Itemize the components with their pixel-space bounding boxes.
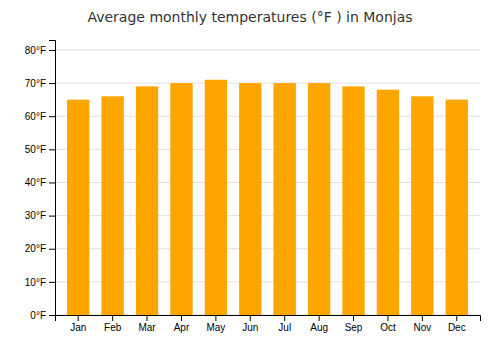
x-tick-label: May xyxy=(206,322,225,333)
plot: 0°F 10°F 20°F 30°F 40°F 50°F 60°F 70°F 80°F Jan Fe… xyxy=(25,41,481,334)
x-tick-label: Nov xyxy=(413,322,431,333)
y-tick-label: 70°F xyxy=(25,78,46,89)
x-tick: Sep xyxy=(345,315,363,333)
y-tick-label: 50°F xyxy=(25,144,46,155)
bar xyxy=(308,83,330,315)
y-tick-mark xyxy=(49,249,55,250)
x-tick-label: Feb xyxy=(104,322,122,333)
y-tick: 40°F xyxy=(25,177,55,188)
x-tick-label: Jun xyxy=(242,322,258,333)
x-tick-label: Jul xyxy=(278,322,291,333)
y-tick-mark xyxy=(49,282,55,283)
y-tick-label: 60°F xyxy=(25,111,46,122)
y-tick-label: 20°F xyxy=(25,243,46,254)
x-tick-mark xyxy=(181,315,182,321)
chart-container: Average monthly temperatures (°F ) in Mo… xyxy=(0,0,500,350)
y-tick: 70°F xyxy=(25,78,55,89)
x-tick-mark xyxy=(422,315,423,321)
y-tick-label: 30°F xyxy=(25,210,46,221)
y-tick-label: 0°F xyxy=(30,310,46,321)
x-tick: Dec xyxy=(448,315,466,333)
bar xyxy=(239,83,261,315)
y-tick: 20°F xyxy=(25,243,55,254)
x-tick-mark xyxy=(284,315,285,321)
y-tick: 10°F xyxy=(25,277,55,288)
bars xyxy=(67,80,468,315)
bar xyxy=(67,100,89,315)
y-tick: 60°F xyxy=(25,111,55,122)
x-tick: Jul xyxy=(278,315,291,333)
x-tick: Jan xyxy=(70,315,86,333)
y-tick-label: 40°F xyxy=(25,177,46,188)
x-tick: Oct xyxy=(380,315,396,333)
x-tick-label: Aug xyxy=(310,322,328,333)
grid xyxy=(55,50,480,315)
x-tick-mark xyxy=(215,315,216,321)
x-tick: Nov xyxy=(413,315,431,333)
grid-line xyxy=(55,49,480,50)
x-tick: Apr xyxy=(174,315,190,333)
bar xyxy=(170,83,192,315)
y-tick-mark xyxy=(49,315,55,316)
x-tick-label: Sep xyxy=(345,322,363,333)
y-tick-mark xyxy=(49,83,55,84)
bar xyxy=(342,86,364,315)
x-tick-mark xyxy=(319,315,320,321)
bar xyxy=(136,86,158,315)
x-tick-mark xyxy=(112,315,113,321)
y-tick: 0°F xyxy=(30,310,55,321)
x-tick-label: Dec xyxy=(448,322,466,333)
x-tick: Feb xyxy=(104,315,122,333)
x-axis: Jan Feb Mar Apr May Jun Jul Aug Sep Oct Nov Dec xyxy=(56,315,481,333)
y-tick-label: 10°F xyxy=(25,277,46,288)
y-tick-mark xyxy=(49,116,55,117)
x-tick-label: Oct xyxy=(380,322,396,333)
x-tick-mark xyxy=(250,315,251,321)
x-tick: Mar xyxy=(138,315,156,333)
y-tick: 30°F xyxy=(25,210,55,221)
x-tick-label: Mar xyxy=(138,322,156,333)
bar xyxy=(205,80,227,315)
y-axis-line xyxy=(49,41,56,316)
bar xyxy=(411,96,433,315)
y-tick-mark xyxy=(49,216,55,217)
x-tick-mark xyxy=(353,315,354,321)
x-tick-label: Apr xyxy=(174,322,190,333)
x-tick-mark xyxy=(78,315,79,321)
y-tick-mark xyxy=(49,149,55,150)
y-tick-label: 80°F xyxy=(25,45,46,56)
y-tick: 80°F xyxy=(25,45,55,56)
x-tick: Jun xyxy=(242,315,258,333)
bar xyxy=(274,83,296,315)
x-tick-label: Jan xyxy=(70,322,86,333)
bar xyxy=(446,100,468,315)
x-tick: May xyxy=(206,315,225,333)
y-tick: 50°F xyxy=(25,144,55,155)
x-tick-mark xyxy=(456,315,457,321)
y-tick-mark xyxy=(49,182,55,183)
x-tick-mark xyxy=(387,315,388,321)
y-axis: 0°F 10°F 20°F 30°F 40°F 50°F 60°F 70°F 80°F xyxy=(25,41,56,321)
y-tick-mark xyxy=(49,50,55,51)
chart-svg: Average monthly temperatures (°F ) in Mo… xyxy=(0,0,500,350)
title: Average monthly temperatures (°F ) in Mo… xyxy=(87,9,412,25)
x-axis-line xyxy=(56,316,481,322)
bar xyxy=(101,96,123,315)
bar xyxy=(377,90,399,315)
x-tick-mark xyxy=(147,315,148,321)
grid-line xyxy=(55,83,480,84)
x-tick: Aug xyxy=(310,315,328,333)
